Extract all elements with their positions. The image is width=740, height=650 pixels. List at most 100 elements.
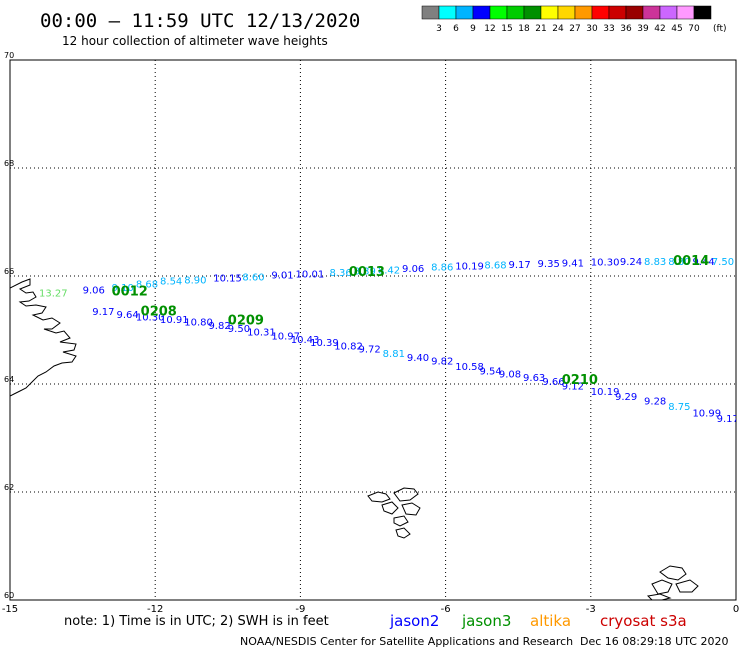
wave-height-value: 10.19 [591,387,620,398]
wave-height-value: 8.81 [383,349,405,360]
legend-swatch [540,5,559,20]
track-number-labels: 0012 0013 0014 0208 0209 0210 [112,254,710,388]
wave-height-value: 9.54 [479,366,501,377]
track-number: 0210 [562,373,598,388]
y-tick-label: 70 [4,51,14,60]
wave-height-value: 7.50 [712,257,734,268]
legend-label: 21 [535,24,546,34]
coastlines [10,278,699,600]
legend-label: 39 [637,24,649,34]
mission-label: jason3 [461,612,511,630]
legend-swatch [472,5,491,20]
wave-height-value: 8.68 [136,279,158,290]
legend-label: 33 [603,24,614,34]
legend-label: 6 [453,24,459,34]
wave-height-value: 9.82 [208,321,230,332]
legend-swatch [625,5,644,20]
wave-height-value: 8.36 [329,268,351,279]
wave-height-labels: 13.27 9.06 9.10 8.68 8.54 8.90 10.15 8.60 9.01 10… [39,257,740,430]
color-scale-legend: 3 6 9 12 15 18 21 24 27 30 33 36 39 42 45 70 (ft) [421,5,727,34]
x-tick-label: -6 [441,604,451,615]
shetland-island-2 [651,579,673,595]
y-tick-label: 68 [4,159,14,168]
legend-swatch [591,5,610,20]
wave-height-value: 10.31 [247,327,276,338]
page-subtitle: 12 hour collection of altimeter wave hei… [62,34,328,48]
wave-height-value: 9.29 [615,392,637,403]
faroe-island-2 [393,487,419,502]
x-tick-label: -12 [147,604,163,615]
wave-height-value: 10.80 [184,318,213,329]
legend-swatch [676,5,695,20]
wave-height-value: 9.06 [402,264,424,275]
faroe-island-5 [393,515,409,527]
x-tick-label: -3 [586,604,596,615]
wave-height-value: 9.63 [523,373,545,384]
wave-height-value: 9.72 [358,345,380,356]
wave-height-value: 10.43 [291,335,320,346]
wave-height-value: 8.35 [736,419,740,430]
wave-height-value: 9.17 [92,307,114,318]
legend-swatch [523,5,542,20]
legend-swatch [506,5,525,20]
mission-label: altika [530,612,571,630]
wave-height-value: 10.91 [160,315,189,326]
wave-height-value: 10.99 [692,408,721,419]
legend-label: 3 [436,24,442,34]
track-number: 0012 [112,284,148,299]
wave-height-value: 10.30 [591,258,620,269]
wave-height-value: 8.54 [160,277,182,288]
axis-labels: -15 -12 -9 -6 -3 0 70 68 66 64 62 60 [2,51,739,615]
y-tick-label: 66 [4,267,14,276]
wave-height-value: 9.35 [538,259,560,270]
credit-text: NOAA/NESDIS Center for Satellite Applica… [240,635,573,648]
iceland-coastline [10,278,77,397]
legend-label: 12 [484,24,495,34]
y-tick-label: 60 [4,591,14,600]
wave-height-value: 9.01 [271,271,293,282]
wave-height-value: 9.17 [509,260,531,271]
wave-height-value: 9.12 [562,381,584,392]
wave-height-value: 10.01 [296,270,325,281]
legend-label: 42 [654,24,665,34]
wave-height-value: 13.27 [39,289,68,300]
wave-height-value: 8.83 [644,257,666,268]
mission-legend: jason2 jason3 altika cryosat s3a [389,612,687,630]
legend-swatch [608,5,627,20]
wave-height-value: 10.30 [136,312,165,323]
legend-swatch [642,5,661,20]
wave-height-value: 9.08 [499,370,521,381]
legend-label: 24 [552,24,564,34]
wave-height-value: 10.15 [213,273,242,284]
legend-label: 70 [688,24,700,34]
plot-frame [9,59,737,601]
y-tick-label: 62 [4,483,14,492]
faroe-island-3 [381,501,399,515]
wave-height-value: 9.82 [431,357,453,368]
legend-swatch [489,5,508,20]
legend-swatch [693,5,712,20]
legend-label: 45 [671,24,682,34]
x-tick-label: 0 [733,604,739,615]
wave-height-value: 9.50 [228,324,250,335]
wave-height-value: 9.24 [620,257,642,268]
legend-label: 9 [470,24,476,34]
wave-height-value: 9.64 [116,310,138,321]
timestamp-text: Dec 16 08:29:18 UTC 2020 [580,635,728,648]
x-tick-label: -15 [2,604,18,615]
legend-label: 15 [501,24,512,34]
y-tick-label: 64 [4,375,14,384]
wave-height-value: 10.97 [271,332,300,343]
legend-unit: (ft) [713,24,727,34]
wave-height-value: 9.28 [644,397,666,408]
track-number: 0013 [349,265,385,280]
faroe-island-6 [395,527,411,539]
wave-height-value: 9.17 [717,414,739,425]
shetland-island-1 [659,565,687,581]
wave-height-value: 10.58 [455,362,484,373]
wave-height-value: 8.68 [484,260,506,271]
wave-height-value: 9.06 [83,285,105,296]
wave-height-value: 8.42 [378,265,400,276]
legend-swatch [421,5,440,20]
